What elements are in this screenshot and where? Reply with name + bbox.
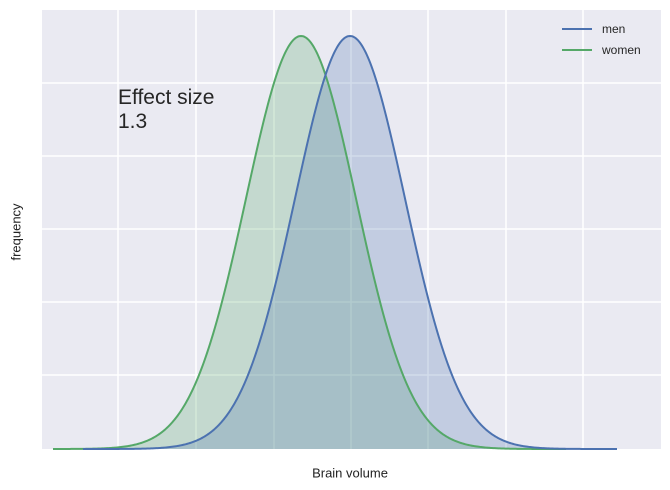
legend-item-men: men xyxy=(562,18,641,39)
effect-size-annotation: Effect size 1.3 xyxy=(118,86,215,134)
curve-men xyxy=(83,34,617,450)
annotation-line-2: 1.3 xyxy=(118,110,148,133)
legend-swatch-men xyxy=(562,27,592,30)
legend-label-women: women xyxy=(602,42,641,57)
legend-swatch-women xyxy=(562,48,592,51)
density-curves xyxy=(53,34,617,450)
legend-item-women: women xyxy=(562,39,641,60)
fill-men xyxy=(83,36,617,449)
curve-women xyxy=(53,34,566,450)
x-axis-label: Brain volume xyxy=(312,465,388,481)
legend: men women xyxy=(562,18,641,60)
fill-women xyxy=(53,36,566,449)
annotation-line-1: Effect size xyxy=(118,86,215,109)
legend-label-men: men xyxy=(602,21,626,36)
y-axis-label: frequency xyxy=(8,203,24,261)
